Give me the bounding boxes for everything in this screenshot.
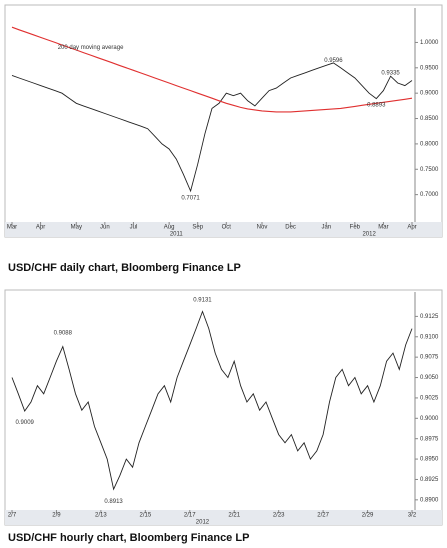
y-tick-label: 0.7000 <box>420 192 439 198</box>
x-tick-label: 3/2 <box>408 513 417 519</box>
annotation: 200 day moving average <box>58 45 124 51</box>
y-tick-label: 1.0000 <box>420 40 439 46</box>
x-tick-label: 2/21 <box>228 513 240 519</box>
x-tick-label: 2/27 <box>317 513 329 519</box>
y-tick-label: 0.9100 <box>420 334 439 340</box>
y-tick-label: 0.9025 <box>420 396 439 402</box>
x-tick-label: 2/29 <box>362 513 374 519</box>
y-tick-label: 0.9050 <box>420 375 439 381</box>
axis-strip <box>5 510 442 525</box>
x-tick-label: Jun <box>100 225 110 231</box>
price-line <box>11 62 413 193</box>
x-tick-label: Sep <box>192 225 203 231</box>
x-tick-label: Jan <box>321 225 331 231</box>
annotation: 0.9335 <box>381 70 400 76</box>
y-tick-label: 0.9500 <box>420 65 439 71</box>
x-tick-label: Aug <box>164 225 175 231</box>
y-tick-label: 0.8925 <box>420 477 439 483</box>
axis-strip <box>5 222 442 237</box>
x-tick-label: Dec <box>285 225 296 231</box>
y-tick-label: 0.7500 <box>420 167 439 173</box>
year-label: 2012 <box>196 520 210 526</box>
year-label: 2011 <box>170 232 184 238</box>
x-tick-label: Nov <box>257 225 268 231</box>
x-tick-label: Apr <box>407 225 416 231</box>
annotation: 0.7071 <box>181 195 200 201</box>
y-tick-label: 0.9000 <box>420 91 439 97</box>
x-tick-label: Feb <box>350 225 361 231</box>
y-tick-label: 0.9000 <box>420 416 439 422</box>
panel-frame <box>4 4 443 238</box>
annotation: 0.9596 <box>324 58 343 64</box>
x-tick-label: 2/13 <box>95 513 107 519</box>
price-line <box>11 310 413 491</box>
y-tick-label: 0.9075 <box>420 355 439 361</box>
annotation: 0.9088 <box>54 330 73 336</box>
caption: USD/CHF daily chart, Bloomberg Finance L… <box>8 262 241 274</box>
y-tick-label: 0.8950 <box>420 457 439 463</box>
y-tick-label: 0.9125 <box>420 314 439 320</box>
x-tick-label: May <box>71 225 82 231</box>
annotation: 0.9009 <box>16 420 35 426</box>
x-tick-label: Jul <box>130 225 138 231</box>
panel-frame <box>4 289 443 526</box>
annotation: 0.8913 <box>104 499 123 505</box>
x-tick-label: Mar <box>7 225 17 231</box>
y-tick-label: 0.8000 <box>420 141 439 147</box>
y-tick-label: 0.8500 <box>420 116 439 122</box>
year-label: 2012 <box>362 232 376 238</box>
x-tick-label: 2/15 <box>139 513 151 519</box>
x-tick-label: 2/23 <box>273 513 285 519</box>
annotation: 0.9131 <box>193 298 212 304</box>
x-tick-label: Oct <box>222 225 232 231</box>
x-tick-label: 2/7 <box>8 513 17 519</box>
annotation: 0.8893 <box>367 102 386 108</box>
x-tick-label: 2/9 <box>52 513 61 519</box>
y-tick-label: 0.8900 <box>420 497 439 503</box>
price-line <box>11 26 413 113</box>
x-tick-label: 2/17 <box>184 513 196 519</box>
x-tick-label: Mar <box>378 225 388 231</box>
x-tick-label: Apr <box>36 225 45 231</box>
caption: USD/CHF hourly chart, Bloomberg Finance … <box>8 532 249 544</box>
y-tick-label: 0.8975 <box>420 436 439 442</box>
